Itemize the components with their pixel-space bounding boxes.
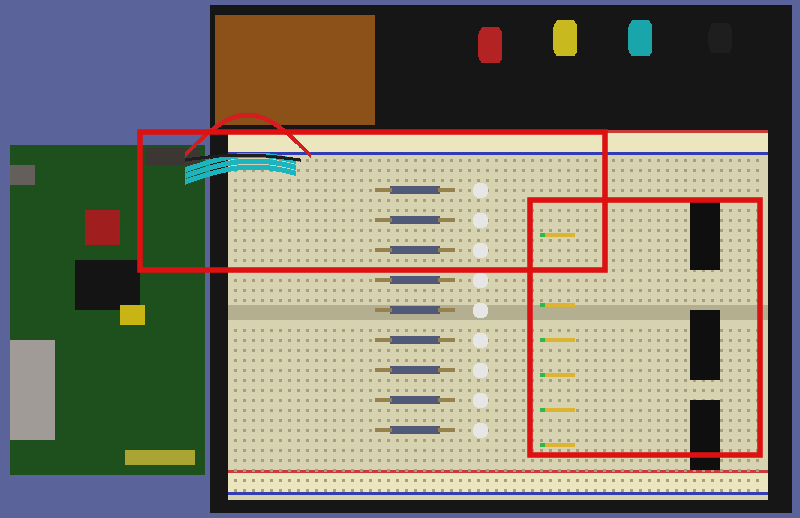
Bar bbox=[140, 132, 605, 270]
Bar bbox=[530, 200, 760, 455]
